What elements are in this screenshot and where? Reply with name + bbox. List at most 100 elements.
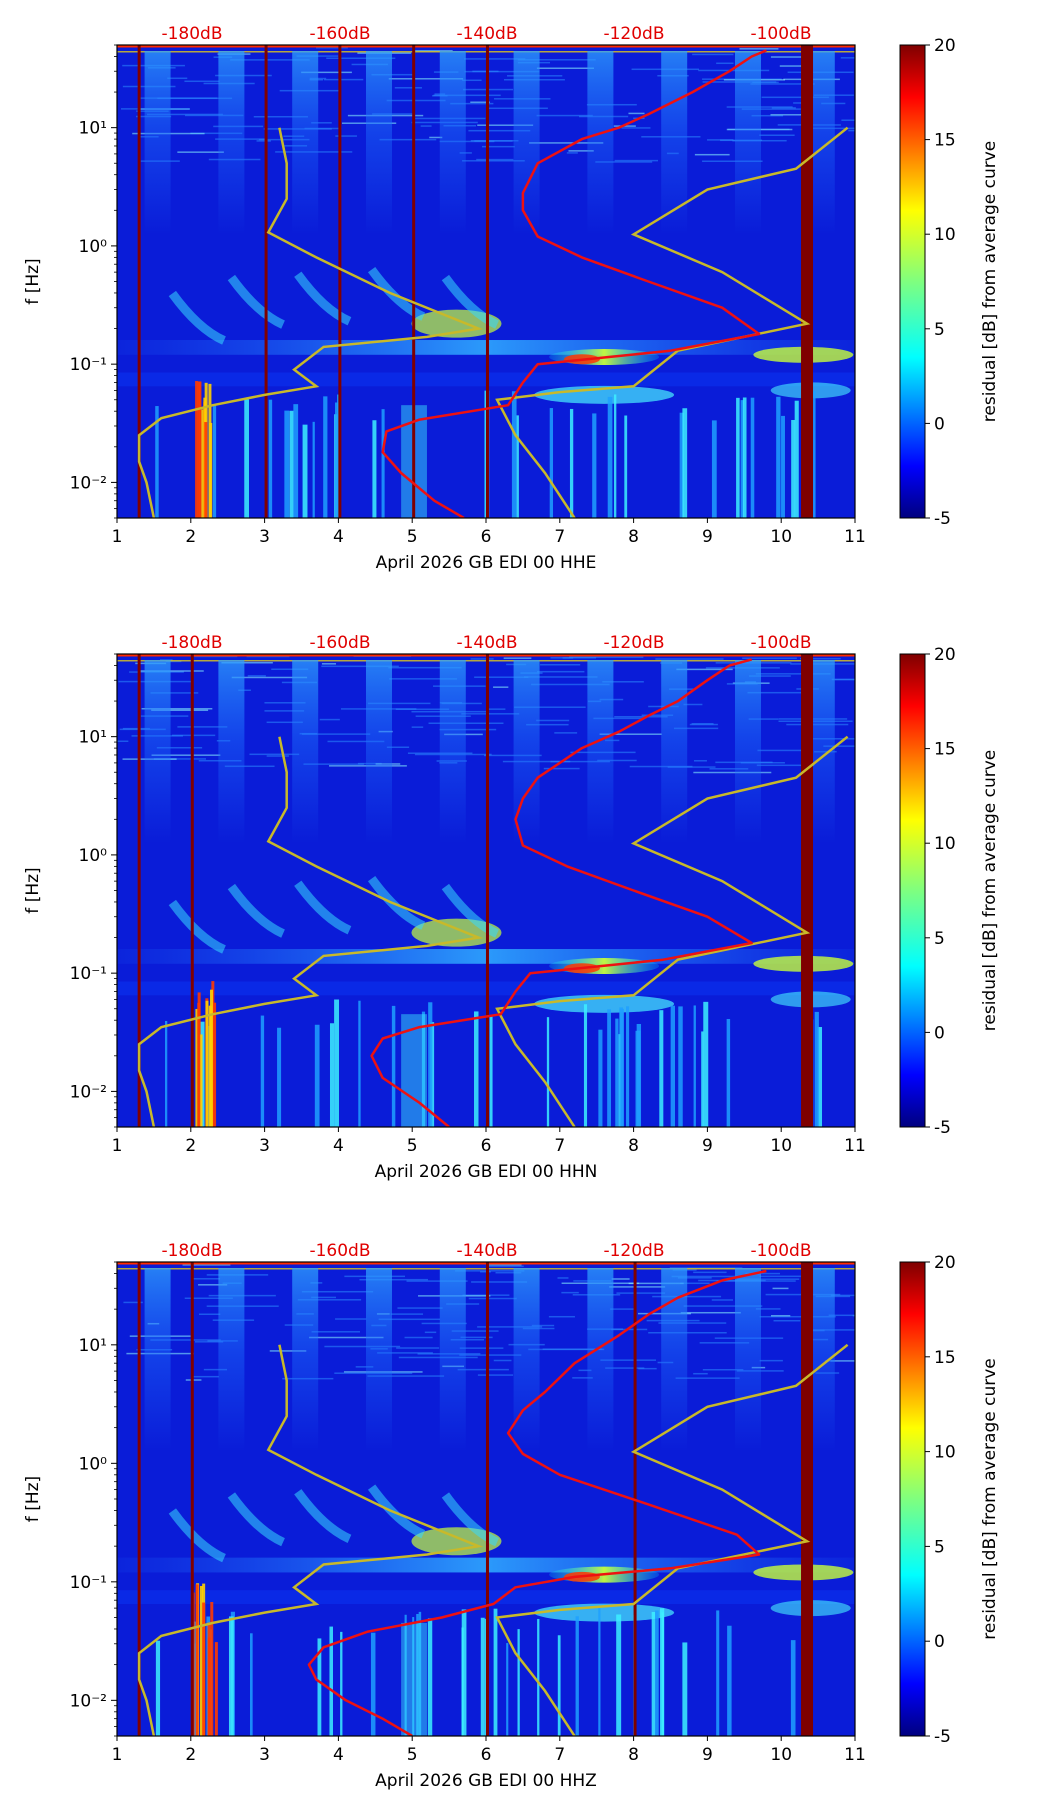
noise-streak — [742, 657, 797, 659]
event-spike — [742, 397, 747, 518]
noise-streak — [398, 1356, 478, 1359]
noise-streak — [747, 691, 805, 694]
noise-streak — [167, 77, 188, 80]
noise-streak — [793, 102, 807, 104]
noise-streak — [309, 1336, 384, 1339]
noise-streak — [748, 718, 779, 720]
noise-streak — [550, 760, 610, 763]
noise-streak — [249, 753, 300, 756]
noise-streak — [324, 78, 364, 81]
noise-streak — [460, 1336, 493, 1339]
db-scale-label: -180dB — [161, 1241, 222, 1261]
event-spike — [615, 1018, 619, 1127]
noise-streak — [319, 718, 340, 721]
y-tick-label: 10⁻² — [70, 1082, 107, 1102]
x-tick-label: 5 — [407, 1745, 418, 1765]
daily-noise-column — [218, 51, 245, 235]
noise-streak — [315, 46, 348, 49]
noise-streak — [359, 1278, 428, 1281]
data-gap — [137, 654, 141, 1127]
x-tick-label: 11 — [844, 527, 866, 547]
noise-streak — [759, 1359, 783, 1362]
x-tick-label: 6 — [481, 1136, 492, 1156]
noise-streak — [671, 1275, 738, 1278]
colorbar: -5 0 5 10 15 20 residual [dB] from average cur… — [899, 1253, 1000, 1747]
event-spike — [659, 1010, 664, 1127]
noise-streak — [614, 715, 668, 718]
noise-streak — [709, 768, 749, 770]
noise-streak — [424, 1331, 437, 1334]
event-spike — [199, 1034, 203, 1127]
event-spike — [474, 1011, 479, 1127]
noise-streak — [184, 80, 220, 83]
noise-streak — [840, 57, 855, 59]
noise-streak — [566, 152, 578, 154]
event-spike — [210, 1601, 214, 1736]
noise-streak — [770, 56, 806, 58]
daily-noise-column — [734, 51, 761, 235]
db-scale-label: -180dB — [161, 633, 222, 653]
daily-noise-column — [292, 1268, 319, 1453]
noise-streak — [741, 108, 801, 110]
event-spike — [317, 1638, 322, 1736]
noise-streak — [771, 107, 796, 109]
noise-streak — [397, 1307, 443, 1309]
daily-noise-column — [292, 51, 319, 235]
noise-streak — [658, 1322, 727, 1324]
noise-streak — [759, 1315, 836, 1318]
noise-streak — [852, 1314, 855, 1317]
y-tick-label: 10¹ — [79, 728, 107, 748]
noise-streak — [481, 145, 515, 148]
event-spike — [598, 1608, 601, 1736]
event-spike — [651, 1611, 656, 1736]
noise-streak — [198, 1313, 221, 1315]
x-tick-label: 10 — [770, 527, 792, 547]
dispersion-streak — [168, 1508, 226, 1563]
event-spike — [358, 1000, 361, 1127]
event-spike — [244, 399, 249, 518]
event-spike — [794, 400, 799, 518]
x-tick-label: 1 — [112, 527, 123, 547]
noise-streak — [514, 706, 586, 708]
noise-streak — [224, 765, 275, 768]
noise-streak — [194, 1341, 224, 1343]
event-spike — [277, 1027, 282, 1127]
yellow-reference-curve — [137, 1344, 484, 1736]
noise-streak — [694, 153, 730, 156]
noise-streak — [655, 658, 724, 660]
event-spike — [619, 1007, 623, 1127]
noise-streak — [231, 676, 308, 679]
noise-streak — [477, 124, 534, 126]
noise-streak — [433, 94, 501, 97]
noise-streak — [321, 663, 337, 665]
db-scale-label: -100dB — [750, 633, 811, 653]
noise-streak — [616, 1292, 666, 1294]
noise-streak — [327, 740, 385, 743]
daily-noise-column — [292, 660, 319, 844]
event-spike — [214, 1642, 218, 1736]
noise-streak — [536, 719, 570, 722]
noise-streak — [493, 686, 509, 688]
daily-noise-column — [734, 660, 761, 844]
x-tick-label: 7 — [554, 527, 565, 547]
colorbar-tick-label: -5 — [934, 509, 951, 529]
event-spike — [790, 1640, 796, 1736]
event-spike — [155, 1640, 161, 1736]
noise-streak — [517, 59, 596, 61]
noise-streak — [151, 709, 209, 712]
event-spike — [198, 381, 202, 518]
noise-streak — [750, 83, 815, 85]
event-spike — [421, 1011, 426, 1127]
noise-streak — [396, 1347, 440, 1349]
noise-streak — [526, 723, 569, 726]
noise-streak — [367, 1375, 445, 1377]
daily-noise-column — [439, 51, 466, 235]
event-spike — [682, 1642, 688, 1736]
noise-streak — [716, 62, 734, 65]
x-tick-label: 3 — [259, 1136, 270, 1156]
dispersion-streak — [441, 883, 500, 938]
x-tick-label: 1 — [112, 1745, 123, 1765]
x-tick-label: 2 — [185, 527, 196, 547]
noise-streak — [487, 708, 506, 710]
noise-streak — [648, 1331, 727, 1334]
